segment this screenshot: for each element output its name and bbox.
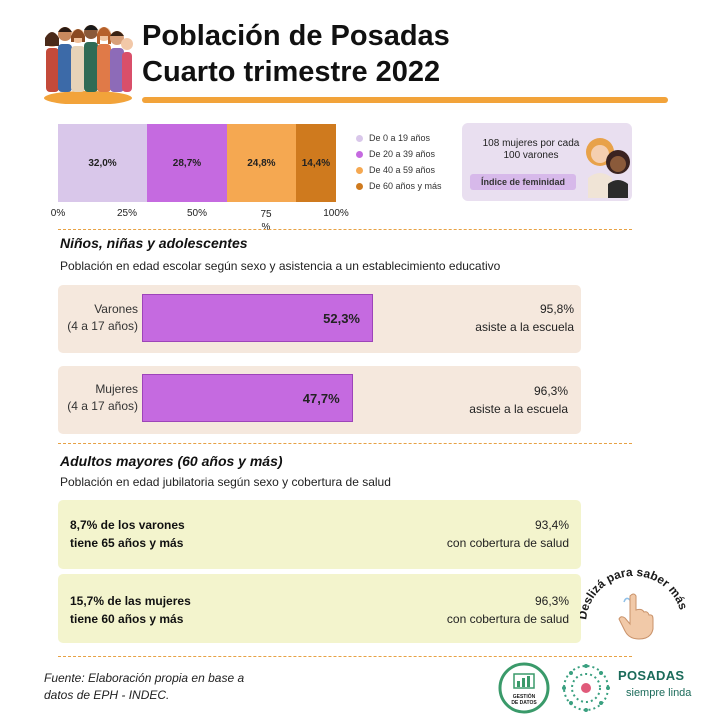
- legend-dot: [356, 134, 363, 142]
- femininity-badge: Índice de feminidad: [470, 174, 576, 190]
- legend-dot: [356, 166, 363, 174]
- age-stacked-bar: 32,0% 28,7% 24,8% 14,4%: [58, 124, 336, 202]
- senior-women-coverage: 96,3% con cobertura de salud: [447, 592, 569, 628]
- senior-men-text: 8,7% de los varones tiene 65 años y más: [70, 516, 185, 552]
- femininity-text: 108 mujeres por cada 100 varones: [482, 138, 580, 161]
- seniors-section-subtitle: Población en edad jubilatoria según sexo…: [60, 475, 391, 489]
- segment-label: 28,7%: [172, 157, 202, 169]
- legend-item: De 40 a 59 años: [356, 162, 442, 178]
- girls-label: Mujeres (4 a 17 años): [56, 381, 138, 415]
- chart-legend: De 0 a 19 años De 20 a 39 años De 40 a 5…: [356, 130, 442, 194]
- title-underline: [142, 97, 668, 103]
- girls-label-line1: Mujeres: [95, 382, 138, 396]
- senior-men-coverage: 93,4% con cobertura de salud: [447, 516, 569, 552]
- brand-tagline: siempre linda: [626, 687, 692, 699]
- senior-men-coverage-pct: 93,4%: [534, 518, 569, 532]
- tick-label: 0%: [50, 208, 66, 219]
- section-divider: [58, 656, 632, 657]
- girls-attendance-text: asiste a la escuela: [469, 402, 568, 416]
- posadas-logo: [562, 664, 610, 712]
- senior-men-line2: tiene 65 años y más: [70, 536, 184, 550]
- tick-label: 75 %: [260, 209, 272, 233]
- senior-men-card: [58, 500, 581, 569]
- children-section-subtitle: Población en edad escolar según sexo y a…: [60, 259, 501, 273]
- legend-label: De 60 años y más: [369, 181, 442, 191]
- senior-men-coverage-text: con cobertura de salud: [446, 536, 569, 550]
- legend-label: De 20 a 39 años: [369, 149, 436, 159]
- page-title: Población de Posadas Cuarto trimestre 20…: [142, 18, 450, 90]
- segment-label: 24,8%: [247, 157, 276, 169]
- segment-label: 32,0%: [88, 157, 117, 169]
- legend-label: De 0 a 19 años: [369, 133, 431, 143]
- segment-0-19: 32,0%: [58, 124, 148, 202]
- section-divider: [58, 229, 632, 230]
- girls-share-bar: 47,7%: [142, 374, 353, 422]
- legend-item: De 0 a 19 años: [356, 130, 442, 146]
- segment-40-59: 24,8%: [226, 124, 296, 202]
- source-line-1: Fuente: Elaboración propia en base a: [44, 671, 245, 685]
- girls-label-line2: (4 a 17 años): [67, 399, 138, 413]
- senior-women-line2: tiene 60 años y más: [70, 612, 184, 626]
- swipe-hint[interactable]: Deslizá para saber más: [580, 562, 690, 646]
- girls-attendance: 96,3% asiste a la escuela: [469, 382, 568, 418]
- legend-item: De 60 años y más: [356, 178, 442, 194]
- boys-label-line2: (4 a 17 años): [67, 319, 138, 333]
- source-line-2: datos de EPH - INDEC.: [44, 688, 170, 702]
- legend-label: De 40 a 59 años: [369, 165, 436, 175]
- senior-women-line1: 15,7% de las mujeres: [70, 594, 191, 608]
- title-line-1: Población de Posadas: [142, 20, 450, 52]
- girls-attendance-pct: 96,3%: [533, 384, 568, 398]
- senior-women-coverage-text: con cobertura de salud: [446, 612, 569, 626]
- boys-label: Varones (4 a 17 años): [56, 301, 138, 335]
- hand-icon: [618, 593, 654, 640]
- title-line-2: Cuarto trimestre 2022: [142, 56, 441, 88]
- senior-women-text: 15,7% de las mujeres tiene 60 años y más: [70, 592, 191, 628]
- segment-20-39: 28,7%: [147, 124, 227, 202]
- source-note: Fuente: Elaboración propia en base a dat…: [44, 670, 244, 704]
- legend-dot: [356, 182, 363, 190]
- segment-60-plus: 14,4%: [295, 124, 336, 202]
- boys-attendance-pct: 95,8%: [539, 302, 574, 316]
- segment-label: 14,4%: [301, 157, 331, 169]
- girls-share-label: 47,7%: [302, 390, 340, 406]
- logo-line-2: DE DATOS: [511, 700, 537, 706]
- section-divider: [58, 443, 632, 444]
- boys-label-line1: Varones: [94, 302, 138, 316]
- tick-label: 25%: [116, 208, 138, 219]
- seniors-section-title: Adultos mayores (60 años y más): [60, 453, 283, 469]
- people-illustration: [44, 25, 133, 104]
- boys-attendance-text: asiste a la escuela: [475, 320, 574, 334]
- boys-share-label: 52,3%: [323, 310, 360, 326]
- legend-dot: [356, 150, 363, 158]
- boys-share-bar: 52,3%: [142, 294, 373, 342]
- senior-women-card: [58, 574, 581, 643]
- senior-women-coverage-pct: 96,3%: [534, 594, 569, 608]
- tick-label: 50%: [186, 208, 208, 219]
- tick-label: 100%: [323, 208, 349, 219]
- children-section-title: Niños, niñas y adolescentes: [60, 235, 248, 251]
- senior-men-line1: 8,7% de los varones: [70, 518, 185, 532]
- women-illustration: [586, 138, 630, 198]
- logo-line-1: GESTIÓN: [513, 692, 536, 700]
- brand-name: POSADAS: [618, 668, 685, 683]
- legend-item: De 20 a 39 años: [356, 146, 442, 162]
- gestion-datos-logo: GESTIÓN DE DATOS: [498, 662, 550, 714]
- boys-attendance: 95,8% asiste a la escuela: [475, 300, 574, 336]
